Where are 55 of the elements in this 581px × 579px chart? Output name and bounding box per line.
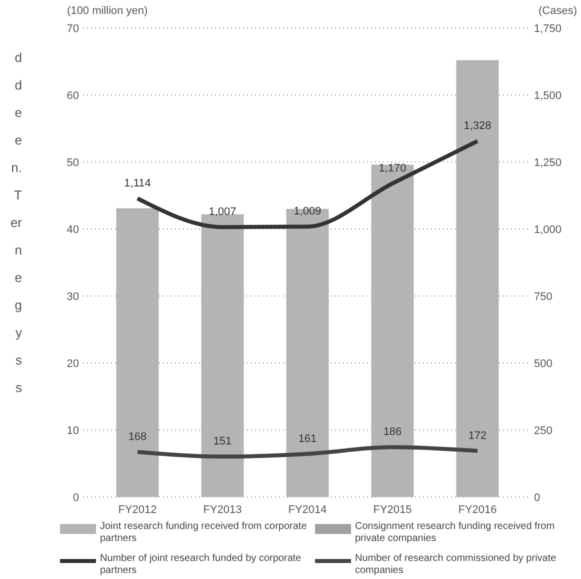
text: n xyxy=(14,242,22,258)
text: e xyxy=(14,132,22,148)
legend-label: Joint research funding received from corporate partners xyxy=(100,521,308,545)
data-label: 1,009 xyxy=(294,206,322,218)
y-tick-label: 60 xyxy=(66,90,79,102)
y-axis-title: (100 million yen) xyxy=(67,5,148,17)
bar xyxy=(286,208,329,497)
text: er xyxy=(10,215,23,230)
y2-tick-label: 1,750 xyxy=(534,23,562,35)
text: g xyxy=(14,298,22,312)
legend-label: Consignment research funding received from private companies xyxy=(355,521,556,545)
y2-axis-title: (Cases) xyxy=(538,5,577,17)
y-tick-label: 10 xyxy=(66,425,79,437)
x-tick-label: FY2016 xyxy=(458,504,497,516)
legend-label: Number of joint research funded by corporate partners xyxy=(100,553,302,577)
y2-tick-label: 1,250 xyxy=(534,157,562,169)
data-label: 1,007 xyxy=(208,206,236,218)
data-label: 1,114 xyxy=(124,177,151,190)
x-tick-label: FY2012 xyxy=(118,504,157,516)
y2-tick-label: 0 xyxy=(534,492,540,504)
text: s xyxy=(16,380,22,395)
x-tick-label: FY2015 xyxy=(373,504,412,516)
y-tick-label: 30 xyxy=(66,291,79,303)
y-tick-label: 70 xyxy=(66,23,79,35)
text: e xyxy=(14,105,22,120)
data-label: 151 xyxy=(213,436,232,448)
data-label: 1,170 xyxy=(378,162,406,174)
data-label: 1,328 xyxy=(464,120,492,132)
x-tick-label: FY2014 xyxy=(288,504,327,516)
text: T xyxy=(14,188,22,202)
bar xyxy=(456,60,499,497)
text: e xyxy=(14,270,22,285)
y-tick-label: 50 xyxy=(66,157,79,169)
y-tick-label: 0 xyxy=(72,492,79,504)
y2-tick-label: 1,000 xyxy=(534,224,562,236)
text: s xyxy=(16,352,22,368)
y2-tick-label: 1,500 xyxy=(534,90,562,102)
text: n. xyxy=(11,160,22,175)
text: d xyxy=(14,50,22,65)
bar xyxy=(371,164,414,497)
text: d xyxy=(14,78,22,92)
data-label: 172 xyxy=(468,430,487,442)
y2-tick-label: 500 xyxy=(534,358,552,370)
legend-label: Number of research commissioned by private companies xyxy=(355,553,558,577)
data-label: 186 xyxy=(383,426,402,438)
data-label: 161 xyxy=(298,432,317,445)
bar xyxy=(116,208,159,497)
y-tick-label: 20 xyxy=(66,358,79,370)
y2-tick-label: 750 xyxy=(534,291,552,303)
x-tick-label: FY2013 xyxy=(203,504,242,516)
y2-tick-label: 250 xyxy=(534,425,552,437)
y-tick-label: 40 xyxy=(66,224,79,236)
line-series xyxy=(136,445,480,459)
data-label: 168 xyxy=(128,430,147,443)
text: y xyxy=(16,325,22,340)
